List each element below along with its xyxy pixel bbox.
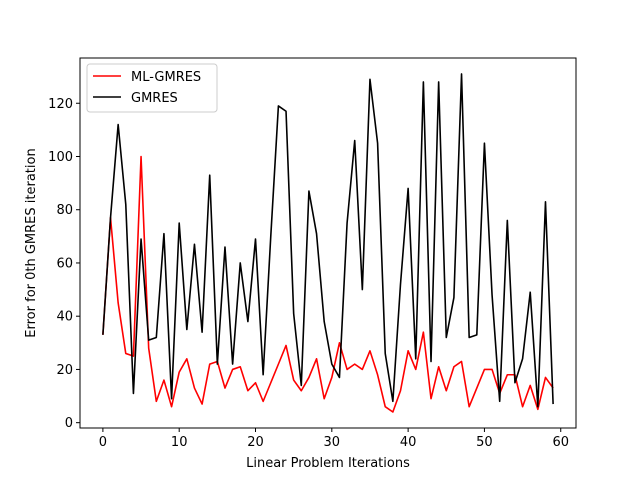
y-axis-ticks: 0 20 40 60 80 100 120 xyxy=(48,97,80,431)
y-tick-label: 100 xyxy=(48,150,73,165)
x-tick-label: 10 xyxy=(171,435,188,450)
y-tick-label: 120 xyxy=(48,97,73,112)
plot-frame xyxy=(79,57,577,429)
y-tick-label: 60 xyxy=(56,256,73,271)
legend-label-ml-gmres: ML-GMRES xyxy=(131,70,201,85)
y-tick-label: 40 xyxy=(56,310,73,325)
series-line-ml-gmres xyxy=(102,155,554,413)
x-axis-ticks: 0 10 20 30 40 50 60 xyxy=(99,428,569,450)
y-tick-label: 20 xyxy=(56,363,73,378)
y-axis-label: Error for 0th GMRES iteration xyxy=(24,148,39,337)
x-tick-label: 0 xyxy=(99,435,107,450)
x-tick-label: 50 xyxy=(476,435,493,450)
legend-label-gmres: GMRES xyxy=(131,91,178,106)
legend: ML-GMRES GMRES xyxy=(86,63,218,113)
x-tick-label: 30 xyxy=(324,435,341,450)
x-tick-label: 20 xyxy=(247,435,264,450)
y-tick-label: 80 xyxy=(56,203,73,218)
series-layer xyxy=(102,73,554,413)
series-line-gmres xyxy=(102,73,554,408)
x-tick-label: 60 xyxy=(552,435,569,450)
x-tick-label: 40 xyxy=(400,435,417,450)
y-tick-label: 0 xyxy=(65,416,73,431)
x-axis-label: Linear Problem Iterations xyxy=(246,456,410,471)
